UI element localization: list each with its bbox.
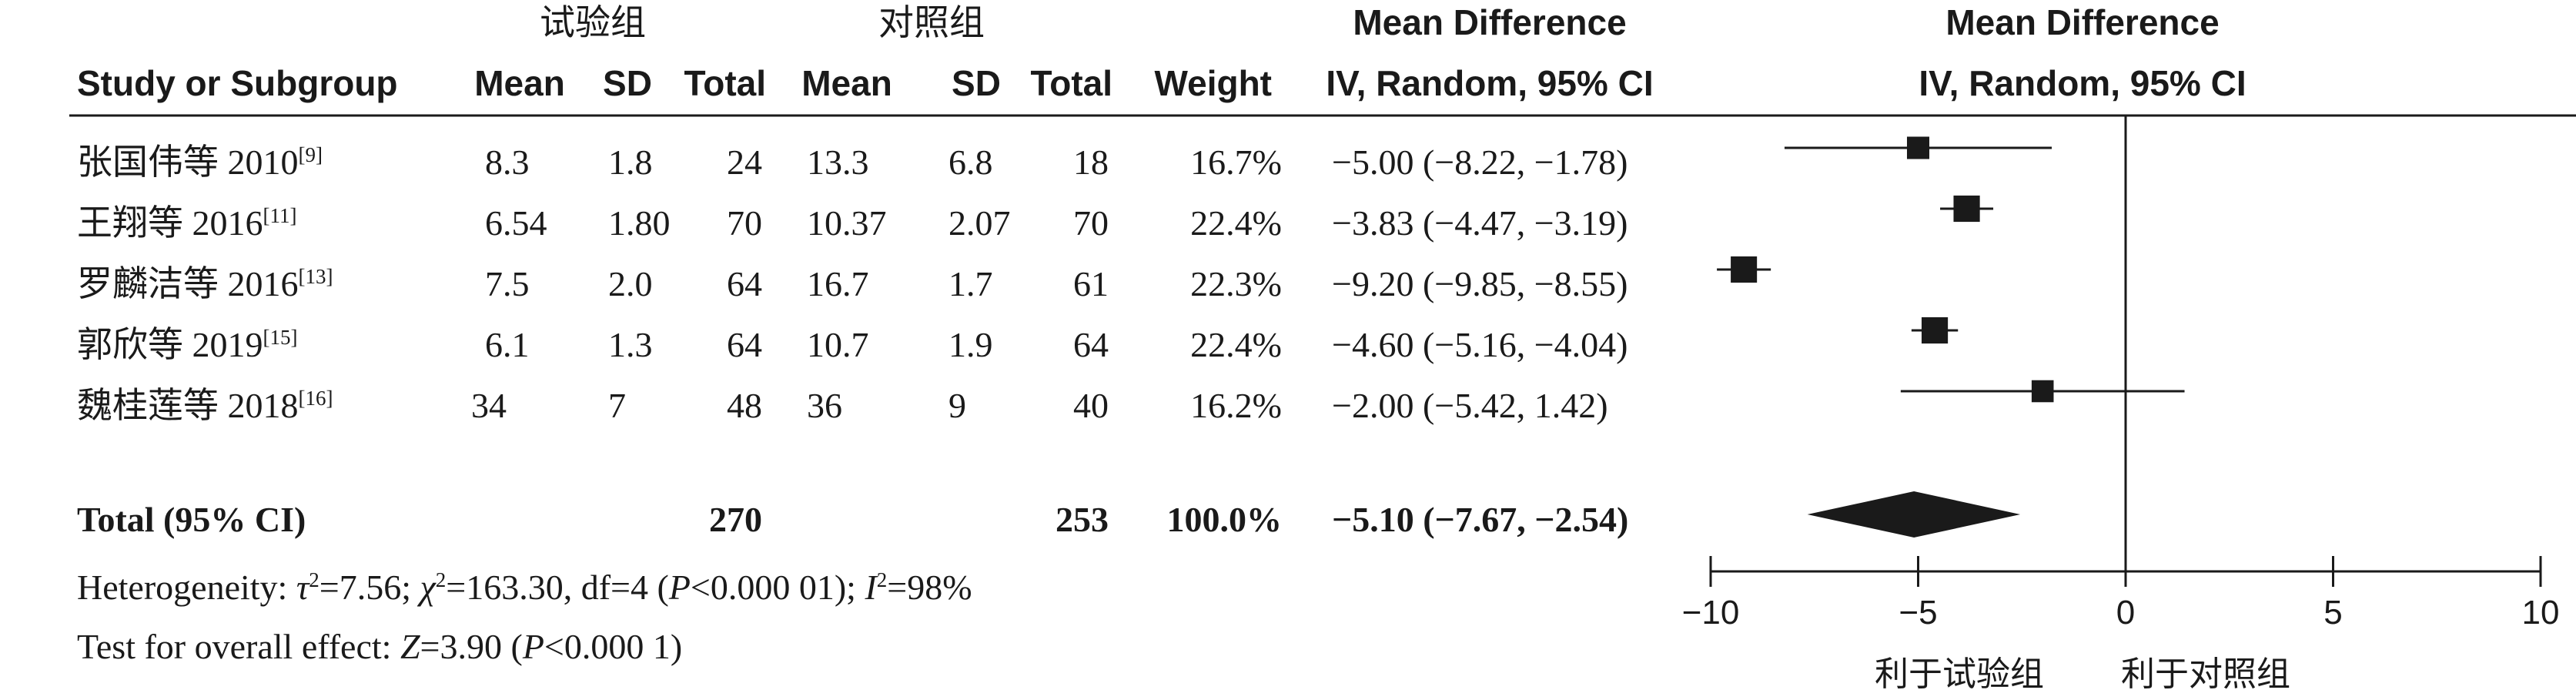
sd-ctrl: 6.8 <box>948 142 993 182</box>
mean-ctrl: 16.7 <box>807 264 869 303</box>
mean-exp: 6.1 <box>485 325 530 364</box>
study-point-marker <box>1731 256 1758 283</box>
col-md-ci-left: IV, Random, 95% CI <box>1326 63 1653 103</box>
total-ctrl: 40 <box>1073 386 1109 425</box>
study-name: 罗麟洁等 2016[13] <box>77 264 333 303</box>
col-total-ctrl: Total <box>1031 63 1112 103</box>
total-exp: 70 <box>727 203 762 243</box>
total-exp: 64 <box>727 264 762 303</box>
md-ci: −4.60 (−5.16, −4.04) <box>1332 325 1628 364</box>
md-ci: −3.83 (−4.47, −3.19) <box>1332 203 1628 243</box>
favors-experimental-label: 利于试验组 <box>1875 655 2044 690</box>
sd-exp: 7 <box>608 386 626 425</box>
forest-plot-area: −10 −5 0 5 10 <box>1682 116 2560 631</box>
sd-ctrl: 1.9 <box>948 325 993 364</box>
mean-exp: 34 <box>471 386 507 425</box>
total-ctrl: 64 <box>1073 325 1109 364</box>
pooled-diamond <box>1807 491 2021 538</box>
group-header-control: 对照组 <box>878 2 985 43</box>
x-axis-tick-label: 0 <box>2116 594 2135 631</box>
col-weight: Weight <box>1155 63 1272 103</box>
md-title-right: Mean Difference <box>1945 2 2219 42</box>
total-md-ci: −5.10 (−7.67, −2.54) <box>1332 500 1628 539</box>
md-ci: −5.00 (−8.22, −1.78) <box>1332 142 1628 182</box>
overall-effect-text: Test for overall effect: Z=3.90 (P<0.000… <box>77 627 682 666</box>
total-ctrl: 18 <box>1073 142 1109 182</box>
col-sd-exp: SD <box>603 63 652 103</box>
mean-ctrl: 13.3 <box>807 142 869 182</box>
study-rows: 张国伟等 2010[9] 8.3 1.8 24 13.3 6.8 18 16.7… <box>77 142 1628 425</box>
total-row: Total (95% CI) 270 253 100.0% −5.10 (−7.… <box>77 500 1628 539</box>
total-ctrl: 70 <box>1073 203 1109 243</box>
mean-exp: 8.3 <box>485 142 530 182</box>
sd-ctrl: 2.07 <box>948 203 1011 243</box>
total-exp: 24 <box>727 142 762 182</box>
md-title-left: Mean Difference <box>1353 2 1626 42</box>
mean-ctrl: 10.7 <box>807 325 869 364</box>
mean-ctrl: 36 <box>807 386 842 425</box>
study-row: 郭欣等 2019[15] 6.1 1.3 64 10.7 1.9 64 22.4… <box>77 325 1628 364</box>
x-axis-tick-label: −5 <box>1899 594 1937 631</box>
study-name: 王翔等 2016[11] <box>77 203 296 243</box>
md-ci: −2.00 (−5.42, 1.42) <box>1332 386 1608 425</box>
weight: 16.2% <box>1190 386 1282 425</box>
col-study: Study or Subgroup <box>77 63 398 103</box>
sd-exp: 1.80 <box>608 203 671 243</box>
total-ctrl-sum: 253 <box>1055 500 1109 539</box>
total-ctrl: 61 <box>1073 264 1109 303</box>
x-axis-tick-label: 5 <box>2323 594 2342 631</box>
mean-exp: 7.5 <box>485 264 530 303</box>
total-exp-sum: 270 <box>709 500 762 539</box>
study-point-marker <box>1921 317 1949 344</box>
md-ci: −9.20 (−9.85, −8.55) <box>1332 264 1628 303</box>
sd-exp: 1.3 <box>608 325 653 364</box>
study-row: 罗麟洁等 2016[13] 7.5 2.0 64 16.7 1.7 61 22.… <box>77 264 1628 303</box>
total-label: Total (95% CI) <box>77 500 306 539</box>
sd-exp: 1.8 <box>608 142 653 182</box>
mean-ctrl: 10.37 <box>807 203 887 243</box>
total-weight: 100.0% <box>1167 500 1283 539</box>
study-point-marker <box>1906 136 1930 159</box>
mean-exp: 6.54 <box>485 203 547 243</box>
weight: 22.4% <box>1190 325 1282 364</box>
study-name: 郭欣等 2019[15] <box>77 325 297 364</box>
weight: 22.4% <box>1190 203 1282 243</box>
col-md-ci-right: IV, Random, 95% CI <box>1919 63 2246 103</box>
heterogeneity-text: Heterogeneity: τ2=7.56; χ2=163.30, df=4 … <box>77 568 972 607</box>
study-name: 张国伟等 2010[9] <box>77 142 323 182</box>
x-axis-tick-label: 10 <box>2522 594 2560 631</box>
study-row: 王翔等 2016[11] 6.54 1.80 70 10.37 2.07 70 … <box>77 203 1628 243</box>
study-row: 张国伟等 2010[9] 8.3 1.8 24 13.3 6.8 18 16.7… <box>77 142 1628 182</box>
favors-control-label: 利于对照组 <box>2121 655 2290 690</box>
total-exp: 64 <box>727 325 762 364</box>
x-axis-tick-label: −10 <box>1682 594 1740 631</box>
total-exp: 48 <box>727 386 762 425</box>
study-point-marker <box>1953 195 1980 223</box>
sd-ctrl: 9 <box>948 386 966 425</box>
group-header-experimental: 试验组 <box>540 2 646 43</box>
weight: 22.3% <box>1190 264 1282 303</box>
sd-ctrl: 1.7 <box>948 264 993 303</box>
study-row: 魏桂莲等 2018[16] 34 7 48 36 9 40 16.2% −2.0… <box>77 386 1608 425</box>
study-point-marker <box>2031 380 2054 403</box>
col-sd-ctrl: SD <box>952 63 1001 103</box>
col-mean-exp: Mean <box>474 63 565 103</box>
col-total-exp: Total <box>684 63 766 103</box>
sd-exp: 2.0 <box>608 264 653 303</box>
weight: 16.7% <box>1190 142 1282 182</box>
study-name: 魏桂莲等 2018[16] <box>77 386 333 425</box>
col-mean-ctrl: Mean <box>801 63 892 103</box>
